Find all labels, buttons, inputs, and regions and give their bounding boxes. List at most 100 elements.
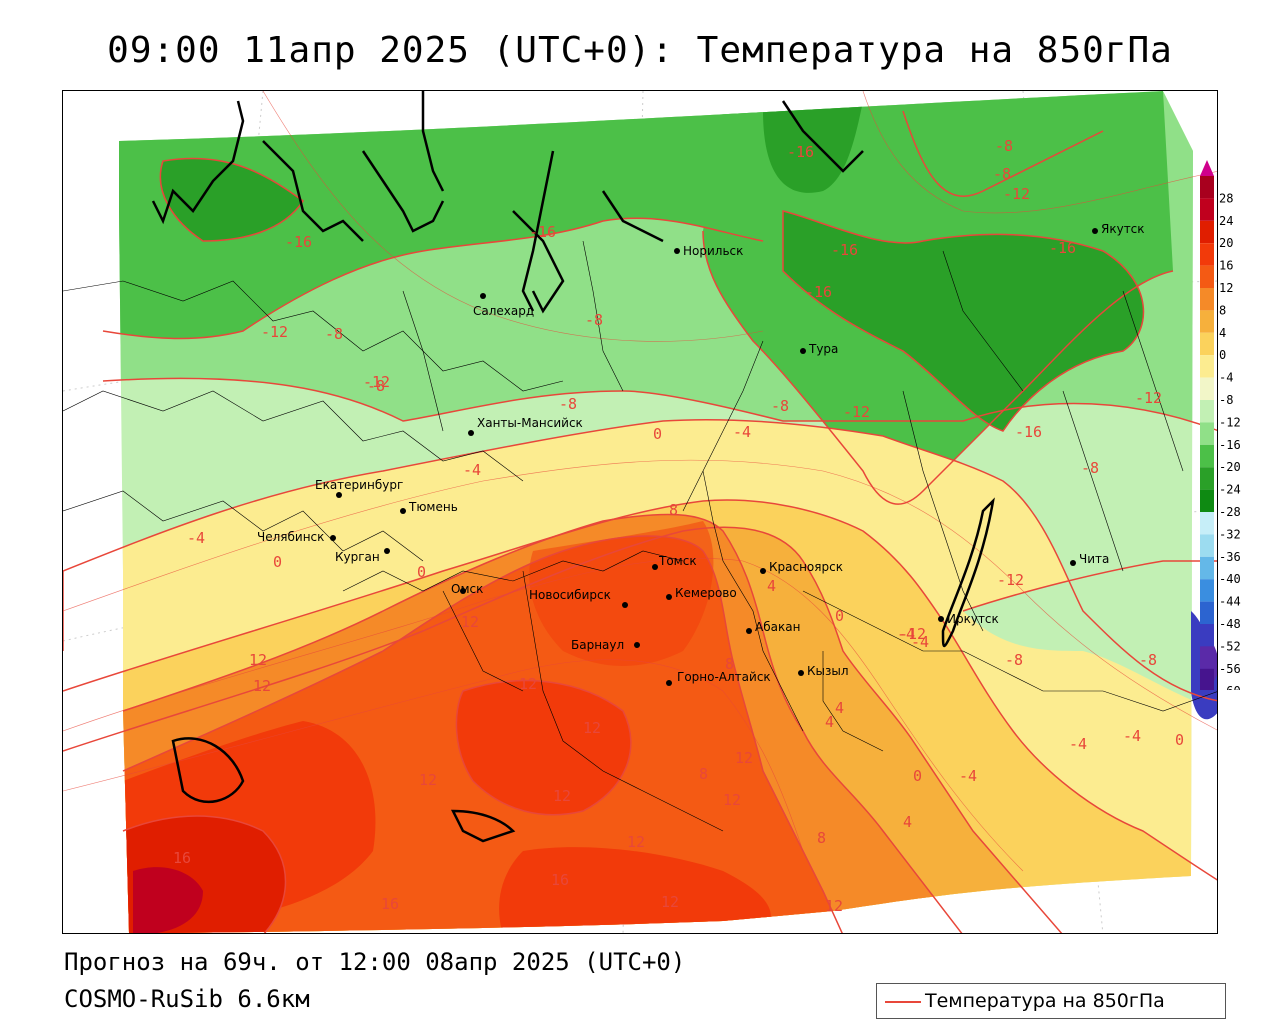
contour-label: -16	[1015, 423, 1042, 441]
legend-box: Температура на 850гПа	[876, 983, 1226, 1019]
contour-label: 12	[249, 651, 267, 669]
contour-label: -8	[1139, 651, 1157, 669]
colorbar-tick-label: -24	[1219, 483, 1241, 497]
contour-label: -8	[993, 165, 1011, 183]
forecast-info: Прогноз на 69ч. от 12:00 08апр 2025 (UTC…	[64, 948, 686, 976]
colorbar: 28 24 20 16 12 8 4 0 -4 -8 -12 -16 -20 -24 -28 -32 -36 -4…	[1200, 160, 1241, 690]
colorbar-tick-label: -36	[1219, 550, 1241, 564]
contour-label: -16	[1049, 239, 1076, 257]
colorbar-swatch	[1200, 220, 1214, 244]
contour-label: -4	[959, 767, 977, 785]
city-kyzyl: Кызыл	[798, 664, 849, 678]
contour-label: -4	[911, 633, 929, 651]
colorbar-swatch	[1200, 467, 1214, 490]
colorbar-tick-label: -52	[1219, 639, 1241, 653]
colorbar-tick-label: -28	[1219, 505, 1241, 519]
city-label: Якутск	[1101, 222, 1145, 236]
coastlines	[151, 91, 995, 843]
colorbar-swatch	[1200, 624, 1214, 647]
contour-label: 12	[583, 719, 601, 737]
contour-label: -12	[363, 373, 390, 391]
colorbar-swatch	[1200, 310, 1214, 333]
contour-label: -8	[325, 325, 343, 343]
contour-label: -16	[529, 223, 556, 241]
city-label: Екатеринбург	[315, 478, 403, 492]
contour-label: 12	[461, 613, 479, 631]
city-abakan: Абакан	[746, 620, 800, 634]
city-norilsk: Норильск	[674, 244, 743, 258]
contour-label: -8	[771, 397, 789, 415]
colorbar-swatch	[1200, 556, 1214, 580]
colorbar-swatch	[1200, 579, 1214, 602]
contour-label: -4	[1123, 727, 1141, 745]
colorbar-tick-label: -12	[1219, 415, 1241, 429]
contour-label: -8	[585, 311, 603, 329]
city-label: Новосибирск	[529, 588, 611, 602]
city-label: Салехард	[473, 304, 534, 318]
city-kemerovo: Кемерово	[666, 586, 737, 600]
city-label: Красноярск	[769, 560, 843, 574]
contour-label: 0	[653, 425, 662, 443]
colorbar-tick-label: 20	[1219, 236, 1233, 250]
colorbar-swatch	[1200, 601, 1214, 624]
city-salekhard: Салехард	[473, 293, 534, 318]
contour-label: 4	[835, 699, 844, 717]
contour-label: -12	[261, 323, 288, 341]
contour-label: -4	[733, 423, 751, 441]
contour-label-layer: -16 -16 -16 -16 -16 -16 -16 -12 -12 -12 …	[173, 137, 1184, 915]
contour-label: -12	[997, 571, 1024, 589]
city-chelyabinsk: Челябинск	[257, 530, 336, 544]
colorbar-swatch	[1200, 332, 1214, 356]
contour-label: -8	[995, 137, 1013, 155]
contour-label: 12	[735, 749, 753, 767]
region-boundaries	[63, 240, 1217, 832]
colorbar-tick-label: 0	[1219, 348, 1226, 362]
city-tyumen: Тюмень	[400, 500, 458, 514]
model-name: COSMO-RuSib 6.6км	[64, 985, 310, 1013]
contour-label: -4	[897, 625, 915, 643]
city-khanty-mansiysk: Ханты-Мансийск	[468, 416, 583, 436]
contour-label: 0	[273, 553, 282, 571]
map-panel: Норильск Салехард Якутск Тура Ханты-Манс…	[62, 90, 1218, 934]
contour-label: 0	[1175, 731, 1184, 749]
colorbar-tick-label: 4	[1219, 326, 1226, 340]
temperature-map: Норильск Салехард Якутск Тура Ханты-Манс…	[63, 91, 1217, 933]
temperature-field	[119, 91, 1193, 933]
colorbar-swatch	[1200, 668, 1214, 690]
colorbar-tick-label: -60	[1219, 684, 1241, 690]
contour-label: 12	[253, 677, 271, 695]
colorbar-tick-label: -8	[1219, 393, 1233, 407]
colorbar-swatch	[1200, 198, 1214, 221]
contour-label: 16	[381, 895, 399, 913]
contour-label: -12	[1003, 185, 1030, 203]
contour-label: 12	[661, 893, 679, 911]
colorbar-tick-label: 28	[1219, 191, 1233, 205]
contour-label: -12	[1135, 389, 1162, 407]
city-novosibirsk: Новосибирск	[529, 588, 628, 608]
contour-label: 4	[767, 577, 776, 595]
contour-label: 16	[551, 871, 569, 889]
fine-isotherms	[63, 91, 1217, 872]
city-omsk: Омск	[451, 582, 483, 596]
colorbar-tick-label: 16	[1219, 259, 1233, 273]
city-krasnoyarsk: Красноярск	[760, 560, 843, 574]
contour-label: -16	[787, 143, 814, 161]
colorbar-swatch	[1200, 377, 1214, 400]
colorbar-tick-label: -20	[1219, 460, 1241, 474]
colorbar-tick-label: 12	[1219, 281, 1233, 295]
colorbar-tick-label: -44	[1219, 595, 1241, 609]
city-layer: Норильск Салехард Якутск Тура Ханты-Манс…	[257, 222, 1145, 686]
contour-label: 12	[627, 833, 645, 851]
colorbar-swatch	[1200, 265, 1214, 288]
city-label: Кемерово	[675, 586, 737, 600]
contour-label: 4	[903, 813, 912, 831]
city-ekaterinburg: Екатеринбург	[315, 478, 403, 498]
city-label: Абакан	[755, 620, 800, 634]
contour-label: -12	[843, 403, 870, 421]
contour-label: 4	[825, 713, 834, 731]
contour-label: 12	[419, 771, 437, 789]
city-label: Тюмень	[408, 500, 458, 514]
city-label: Курган	[335, 550, 380, 564]
contour-label: -8	[1081, 459, 1099, 477]
contour-label: 12	[825, 897, 843, 915]
